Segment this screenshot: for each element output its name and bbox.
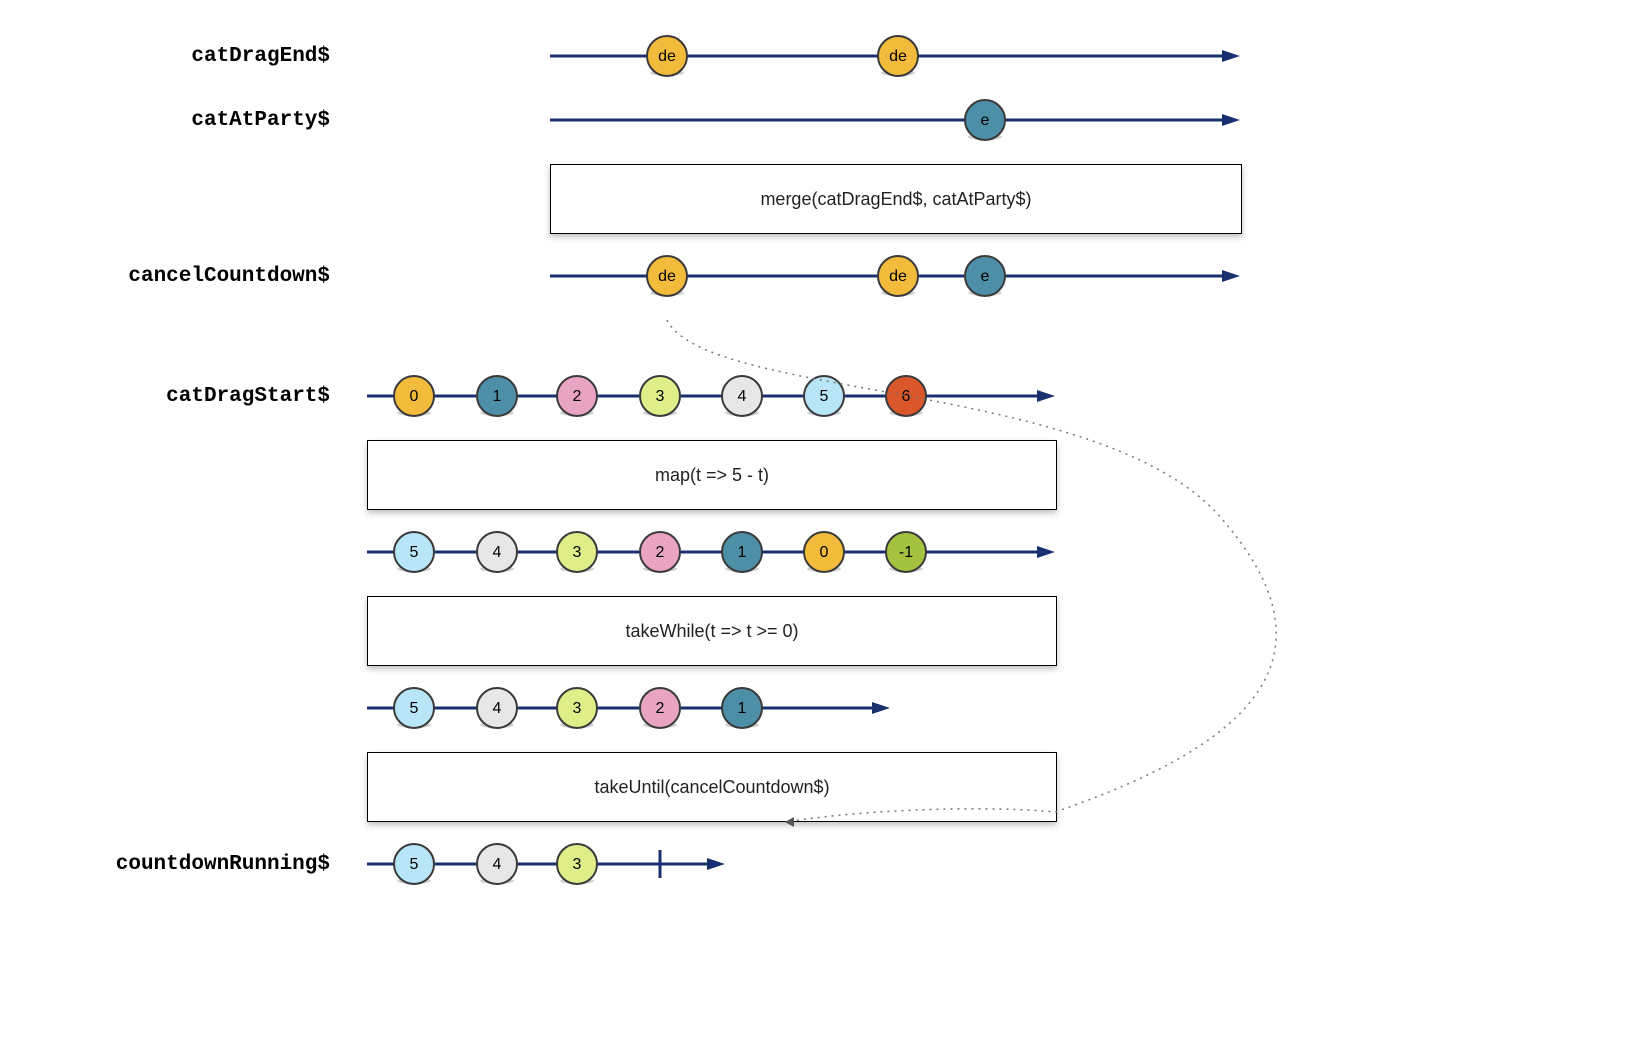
timeline-svg: 5 4 3	[350, 836, 1450, 892]
operator-box: map(t => 5 - t)	[367, 440, 1057, 510]
operator-row: takeWhile(t => t >= 0)	[40, 588, 1608, 672]
marble: 1	[477, 376, 517, 416]
marble: 0	[394, 376, 434, 416]
marble-label: 4	[493, 700, 502, 717]
marble: e	[965, 100, 1005, 140]
marble: 2	[557, 376, 597, 416]
timeline-row: 5 4 3 2 1 0 -1	[40, 524, 1608, 580]
timeline-svg: de de	[350, 28, 1450, 84]
marble: 5	[394, 532, 434, 572]
timeline-row: countdownRunning$ 5 4 3	[40, 836, 1608, 892]
marble: 4	[477, 688, 517, 728]
marble-label: 5	[410, 856, 419, 873]
row-label: catAtParty$	[40, 109, 350, 132]
marble-label: 1	[738, 700, 747, 717]
marble: 4	[477, 532, 517, 572]
marble: 3	[557, 844, 597, 884]
marble-label: 0	[820, 544, 829, 561]
marble: 5	[394, 844, 434, 884]
marble: 2	[640, 532, 680, 572]
timeline-svg: 5 4 3 2 1	[350, 680, 1450, 736]
timeline-row: catDragEnd$ de de	[40, 28, 1608, 84]
timeline-svg: de de e	[350, 248, 1450, 304]
timeline-row: 5 4 3 2 1	[40, 680, 1608, 736]
row-label: catDragStart$	[40, 385, 350, 408]
marble-label: 3	[573, 856, 582, 873]
operator-row: map(t => 5 - t)	[40, 432, 1608, 516]
marble-label: de	[889, 48, 907, 65]
timeline-svg: 0 1 2 3 4 5 6	[350, 368, 1450, 424]
marble-label: 3	[656, 388, 665, 405]
marble-label: de	[658, 48, 676, 65]
marble-label: 6	[902, 388, 911, 405]
marble: 3	[557, 688, 597, 728]
marble: de	[647, 256, 687, 296]
row-label: cancelCountdown$	[40, 265, 350, 288]
marble: -1	[886, 532, 926, 572]
operator-box: takeUntil(cancelCountdown$)	[367, 752, 1057, 822]
marble-label: 1	[738, 544, 747, 561]
marble: 2	[640, 688, 680, 728]
timeline-row: cancelCountdown$ de de e	[40, 248, 1608, 304]
marble: 1	[722, 532, 762, 572]
marble: 4	[722, 376, 762, 416]
marble-label: 3	[573, 700, 582, 717]
marble-label: 2	[656, 544, 665, 561]
marble: 3	[557, 532, 597, 572]
operator-row: merge(catDragEnd$, catAtParty$)	[40, 156, 1608, 240]
marble-label: 2	[573, 388, 582, 405]
marble-label: e	[981, 268, 990, 285]
timeline-row: catAtParty$ e	[40, 92, 1608, 148]
timeline-row: catDragStart$ 0 1 2 3 4 5 6	[40, 368, 1608, 424]
marble-label: -1	[899, 544, 913, 561]
marble-label: de	[658, 268, 676, 285]
marble-label: 3	[573, 544, 582, 561]
marble: e	[965, 256, 1005, 296]
marble-label: 4	[493, 856, 502, 873]
marble-label: de	[889, 268, 907, 285]
marble-label: 1	[493, 388, 502, 405]
operator-box: takeWhile(t => t >= 0)	[367, 596, 1057, 666]
marble-label: 2	[656, 700, 665, 717]
marble: 4	[477, 844, 517, 884]
marble-label: 4	[738, 388, 747, 405]
timeline-svg: 5 4 3 2 1 0 -1	[350, 524, 1450, 580]
marble-label: 5	[410, 544, 419, 561]
marble-label: e	[981, 112, 990, 129]
marble-label: 5	[820, 388, 829, 405]
timeline-svg: e	[350, 92, 1450, 148]
marble: de	[878, 256, 918, 296]
marble: 6	[886, 376, 926, 416]
marble: 1	[722, 688, 762, 728]
marble: 5	[394, 688, 434, 728]
marble-label: 5	[410, 700, 419, 717]
operator-box: merge(catDragEnd$, catAtParty$)	[550, 164, 1242, 234]
operator-row: takeUntil(cancelCountdown$)	[40, 744, 1608, 828]
marble-label: 4	[493, 544, 502, 561]
marble: de	[647, 36, 687, 76]
marble-label: 0	[410, 388, 419, 405]
marble: 0	[804, 532, 844, 572]
marble: 3	[640, 376, 680, 416]
marble: 5	[804, 376, 844, 416]
row-label: countdownRunning$	[40, 853, 350, 876]
marble: de	[878, 36, 918, 76]
row-label: catDragEnd$	[40, 45, 350, 68]
